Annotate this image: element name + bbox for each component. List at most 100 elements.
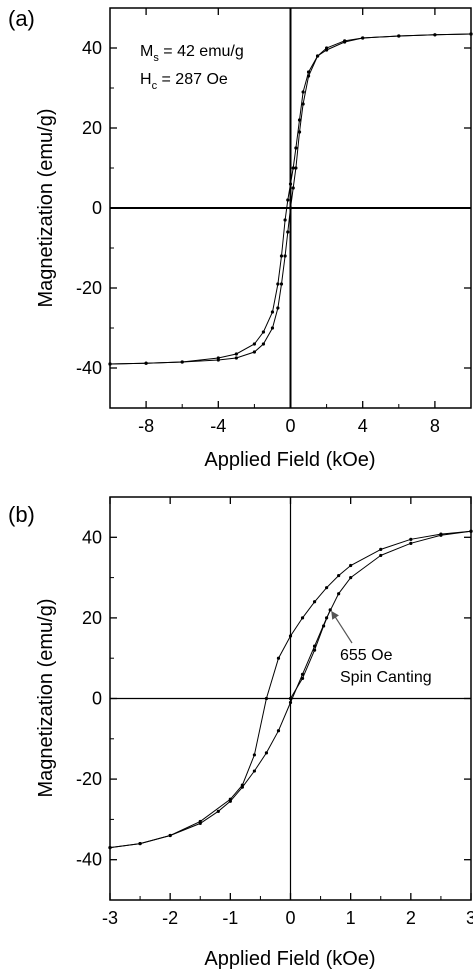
series-2-point [276,656,281,660]
series-2-point [337,573,341,578]
series-2-point [294,166,298,170]
series-2-point [168,833,172,838]
panel-a-annotation-ms: Ms = 42 emu/g [140,43,244,64]
y-tick-label: 40 [82,527,102,547]
y-tick-label: 20 [82,118,102,138]
x-tick-label: 8 [430,416,440,436]
series-2-point [283,254,287,258]
y-tick-label: -20 [76,769,102,789]
series-1-point [379,553,383,558]
series-2-point [306,74,311,78]
series-2-point [138,841,142,846]
y-tick-label: 20 [82,608,102,628]
x-tick-label: 0 [285,908,295,928]
series-2-point [325,586,329,590]
series-3-line [290,609,331,699]
series-1-point [301,90,305,94]
series-3-point [321,624,326,628]
series-2-point [469,32,473,36]
series-2-point [301,102,305,106]
series-2-point [286,230,290,234]
series-2-point [288,634,293,638]
panel-a-label: (a) [8,6,35,31]
series-2-point [234,356,238,360]
series-2-point [315,54,320,58]
panel-a-x-axis-label: Applied Field (kOe) [204,449,375,471]
series-2-point [300,616,305,620]
series-1-point [252,342,256,346]
series-3-point [312,648,317,652]
x-tick-label: 0 [285,416,295,436]
y-tick-label: -40 [76,358,102,378]
series-2-point [343,39,347,43]
series-1-point [291,166,295,170]
series-2-point [409,537,413,541]
x-tick-label: 4 [358,416,368,436]
panel-b-y-axis-label: Magnetization (emu/g) [35,599,57,798]
x-tick-label: -8 [138,416,154,436]
series-1-point [261,330,266,334]
series-1-point [279,254,284,258]
series-1-point [283,218,287,222]
series-2-point [216,358,220,362]
panel-b-annotation-arrow [332,613,353,644]
panel-a-y-axis-label: Magnetization (emu/g) [35,109,57,308]
series-2-point [288,206,293,210]
y-tick-label: 40 [82,38,102,58]
y-tick-label: -40 [76,850,102,870]
chart-panel-b: (b) -3 -2 -1 0 1 2 3 -40 -20 0 20 40 655 Oe Spin Ca… [8,496,473,970]
panel-b-series [108,529,473,850]
series-1-point [349,576,353,580]
y-tick-label: 0 [92,689,102,709]
series-2-point [198,819,202,824]
series-1-point [297,118,302,122]
x-tick-label: 3 [466,908,473,928]
series-2-point [379,547,383,551]
series-2-point [279,282,284,286]
series-2-point [240,783,244,787]
series-2-point [108,846,112,850]
series-2-point [228,797,232,801]
series-1-point [288,700,293,705]
panel-b-annotation-arrowhead [331,610,339,620]
x-tick-label: -2 [162,908,178,928]
y-tick-label: 0 [92,198,102,218]
series-1-point [300,672,305,676]
panel-a-annotation-hc: Hc = 287 Oe [140,71,228,92]
series-1-point [216,809,220,813]
series-2-point [180,360,184,364]
series-1-point [252,769,256,773]
series-1-point [264,751,269,755]
series-2-point [276,306,280,310]
series-2-point [361,36,365,40]
panel-b-annotation-field: 655 Oe [340,647,393,664]
series-2-point [312,600,317,604]
x-tick-label: -1 [222,908,238,928]
series-3-point [288,696,293,701]
series-1-point [276,282,280,286]
series-1-point [409,541,413,545]
series-1-point [294,146,298,150]
series-2-point [144,361,148,365]
series-1-point [306,70,311,74]
series-1-point [286,198,290,202]
series-3-point [300,676,305,680]
series-2-point [297,130,302,134]
y-tick-label: -20 [76,278,102,298]
series-1-point [337,592,341,596]
series-2-point [469,529,473,533]
panel-b-annotation-spin-canting: Spin Canting [340,669,432,686]
series-2-point [252,753,256,757]
x-tick-label: -4 [210,416,226,436]
series-2-point [261,342,266,346]
series-1-point [270,310,275,314]
series-1-line [109,530,472,849]
series-2-point [325,46,329,50]
x-tick-label: 2 [406,908,416,928]
panel-a-series [108,32,473,366]
x-tick-label: -3 [102,908,118,928]
series-2-point [291,186,295,190]
